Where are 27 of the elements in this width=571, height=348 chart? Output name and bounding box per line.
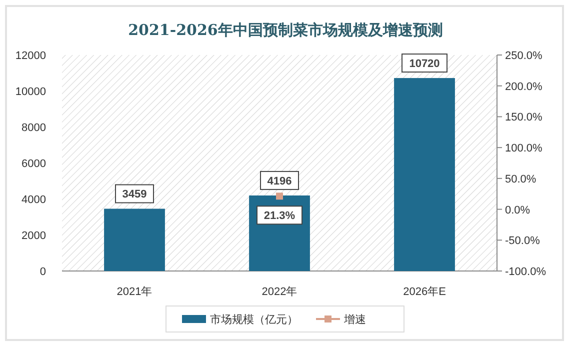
- data-label: 21.3%: [264, 210, 296, 222]
- y-tick-label: 0: [40, 266, 46, 278]
- y2-tick-label: 150.0%: [505, 112, 543, 124]
- data-label: 4196: [267, 175, 292, 188]
- data-label: 3459: [122, 188, 147, 201]
- y-tick-label: 6000: [22, 158, 46, 170]
- legend-label: 市场规模（亿元）: [210, 313, 298, 326]
- bar: [104, 208, 165, 271]
- x-tick-label: 2021年: [116, 286, 152, 298]
- y2-tick-label: 250.0%: [505, 50, 543, 62]
- y-tick-label: 12000: [15, 50, 46, 62]
- y2-tick-label: -100.0%: [505, 266, 546, 278]
- y2-tick-label: 200.0%: [505, 80, 543, 93]
- chart-title: 2021-2026年中国预制菜市场规模及增速预测: [128, 21, 443, 39]
- y2-tick-label: 100.0%: [505, 142, 543, 155]
- y-tick-label: 4000: [22, 194, 46, 206]
- y-tick-label: 10000: [15, 86, 46, 98]
- y2-tick-label: 0.0%: [505, 204, 530, 216]
- y-tick-label: 8000: [22, 122, 46, 134]
- y2-tick-label: -50.0%: [505, 235, 540, 248]
- data-label: 10720: [409, 58, 440, 70]
- y-tick-label: 2000: [22, 230, 46, 242]
- legend-label: 增速: [343, 313, 366, 326]
- bar: [394, 78, 455, 271]
- x-tick-label: 2022年: [262, 286, 298, 298]
- x-tick-label: 2026年E: [403, 286, 446, 298]
- y2-tick-label: 50.0%: [505, 173, 536, 186]
